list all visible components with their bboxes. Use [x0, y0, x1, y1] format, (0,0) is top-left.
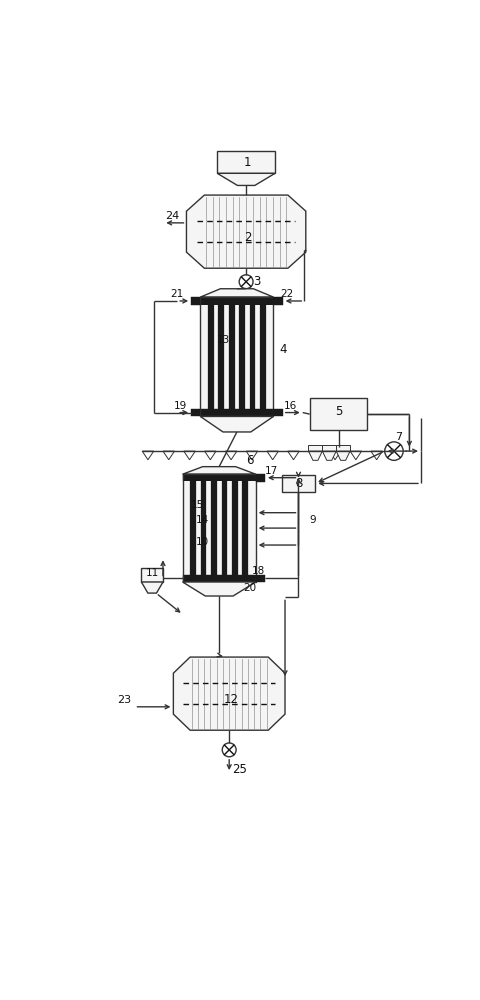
- Polygon shape: [239, 305, 244, 409]
- Polygon shape: [231, 481, 237, 575]
- Text: 18: 18: [251, 566, 264, 576]
- Polygon shape: [141, 582, 163, 593]
- Text: 25: 25: [232, 763, 247, 776]
- Polygon shape: [200, 289, 273, 297]
- Polygon shape: [207, 305, 213, 409]
- Polygon shape: [200, 297, 273, 305]
- Polygon shape: [273, 409, 282, 416]
- Text: 23: 23: [117, 695, 131, 705]
- Polygon shape: [322, 445, 336, 451]
- Polygon shape: [182, 582, 255, 596]
- Text: 13: 13: [216, 335, 229, 345]
- Text: 11: 11: [145, 568, 158, 578]
- Text: 7: 7: [394, 432, 401, 442]
- Polygon shape: [217, 173, 275, 185]
- Polygon shape: [249, 305, 255, 409]
- Polygon shape: [191, 297, 200, 305]
- Polygon shape: [200, 409, 273, 416]
- Polygon shape: [182, 467, 255, 474]
- Text: 15: 15: [191, 500, 204, 510]
- Text: 22: 22: [280, 289, 293, 299]
- Text: 6: 6: [246, 454, 253, 467]
- Polygon shape: [308, 445, 322, 451]
- Text: 4: 4: [278, 343, 286, 356]
- Polygon shape: [228, 305, 234, 409]
- Text: 9: 9: [308, 515, 315, 525]
- Text: 20: 20: [242, 583, 256, 593]
- Polygon shape: [186, 195, 305, 268]
- Text: 12: 12: [223, 693, 238, 706]
- Polygon shape: [336, 445, 349, 451]
- Circle shape: [239, 275, 252, 289]
- Circle shape: [222, 743, 236, 757]
- Polygon shape: [273, 297, 282, 305]
- Polygon shape: [173, 657, 285, 730]
- Text: 5: 5: [334, 405, 341, 418]
- Polygon shape: [200, 305, 273, 409]
- Text: 10: 10: [195, 537, 208, 547]
- Polygon shape: [309, 398, 367, 430]
- Text: 21: 21: [170, 289, 183, 299]
- Polygon shape: [336, 451, 349, 460]
- Text: 2: 2: [243, 231, 251, 244]
- Text: 3: 3: [252, 275, 260, 288]
- Polygon shape: [322, 451, 336, 460]
- Polygon shape: [182, 474, 255, 481]
- Polygon shape: [200, 416, 273, 432]
- Text: 1: 1: [243, 156, 251, 169]
- Polygon shape: [141, 568, 163, 582]
- Polygon shape: [217, 151, 275, 173]
- Polygon shape: [200, 481, 206, 575]
- Polygon shape: [218, 305, 224, 409]
- Text: 17: 17: [264, 466, 277, 476]
- Polygon shape: [191, 409, 200, 416]
- Text: 24: 24: [165, 211, 180, 221]
- Polygon shape: [182, 481, 255, 575]
- Polygon shape: [190, 481, 195, 575]
- Polygon shape: [281, 475, 315, 492]
- Polygon shape: [182, 575, 255, 582]
- Circle shape: [384, 442, 402, 460]
- Polygon shape: [308, 451, 322, 460]
- Polygon shape: [221, 481, 227, 575]
- Text: 16: 16: [283, 401, 297, 411]
- Polygon shape: [255, 575, 264, 582]
- Text: 14: 14: [195, 515, 208, 525]
- Text: 19: 19: [173, 401, 187, 411]
- Polygon shape: [255, 474, 264, 482]
- Polygon shape: [242, 481, 248, 575]
- Polygon shape: [211, 481, 216, 575]
- Text: 8: 8: [294, 477, 301, 490]
- Polygon shape: [260, 305, 265, 409]
